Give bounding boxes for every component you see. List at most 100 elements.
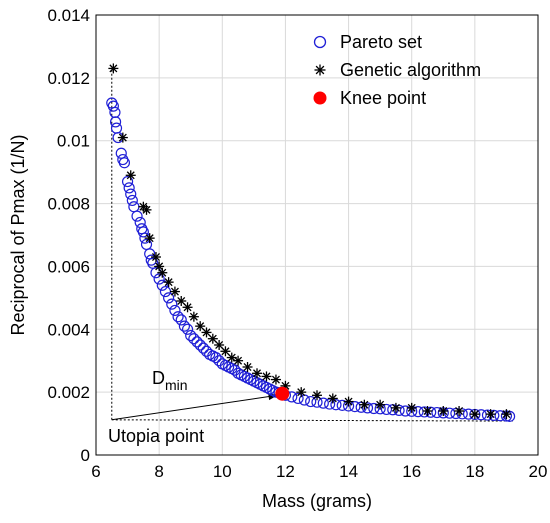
pareto-point: [305, 395, 317, 408]
legend-marker-pareto: [313, 35, 327, 49]
genetic-point: [125, 170, 136, 181]
pareto-point: [399, 405, 411, 417]
pareto-point: [137, 226, 149, 238]
asterisk-stroke: [470, 410, 479, 419]
asterisk-stroke: [407, 403, 416, 412]
utopia-horizontal-line: [111, 419, 513, 422]
pareto-point: [107, 100, 119, 112]
asterisk-stroke: [391, 403, 400, 412]
x-tick-label: 6: [91, 462, 100, 481]
asterisk-stroke: [202, 328, 211, 337]
asterisk-stroke: [486, 410, 495, 419]
pareto-point: [336, 399, 348, 411]
y-tick-label: 0.002: [47, 383, 90, 402]
legend-label-knee: Knee point: [340, 88, 426, 108]
genetic-point: [327, 393, 338, 404]
y-tick-labels: 0 0.002 0.004 0.006 0.008 0.01 0.012 0.014: [47, 6, 90, 465]
pareto-point: [156, 279, 168, 291]
legend-marker-knee: [313, 91, 327, 105]
genetic-point: [182, 302, 193, 313]
x-tick-label: 20: [529, 462, 548, 481]
genetic-point: [176, 296, 187, 306]
legend-label-genetic: Genetic algorithm: [340, 60, 481, 80]
pareto-point: [185, 329, 197, 342]
genetic-point: [150, 252, 161, 262]
pareto-point: [153, 273, 165, 285]
genetic-point: [375, 399, 386, 410]
pareto-point: [175, 314, 187, 326]
plot-background: [96, 15, 538, 455]
legend-label-pareto: Pareto set: [340, 32, 422, 52]
pareto-point: [191, 336, 203, 348]
asterisk-stroke: [145, 234, 154, 243]
dmin-arrow-line: [111, 394, 278, 421]
asterisk-stroke: [439, 407, 448, 415]
knee-point: [275, 386, 290, 401]
pareto-point: [324, 398, 336, 410]
asterisk-stroke: [155, 262, 164, 271]
asterisk-stroke: [118, 133, 127, 142]
x-tick-label: 18: [465, 462, 484, 481]
pareto-point: [109, 116, 122, 128]
genetic-point: [485, 409, 496, 420]
pareto-point: [169, 304, 181, 317]
asterisk-stroke: [271, 375, 280, 384]
asterisk-stroke: [313, 391, 321, 400]
x-tick-label: 10: [213, 462, 232, 481]
genetic-point: [233, 355, 244, 366]
pareto-point: [131, 210, 143, 222]
genetic-point: [422, 406, 433, 416]
genetic-point: [207, 333, 218, 344]
asterisk-stroke: [151, 253, 160, 261]
pareto-point: [181, 323, 194, 335]
asterisk-stroke: [126, 171, 135, 180]
genetic-point: [220, 346, 231, 357]
pareto-point: [188, 333, 200, 345]
pareto-point: [361, 402, 374, 414]
pareto-point: [178, 320, 190, 332]
asterisk-stroke: [208, 334, 217, 343]
genetic-point: [214, 340, 225, 350]
genetic-point: [108, 63, 119, 74]
asterisk-stroke: [234, 356, 243, 365]
asterisk-stroke: [221, 347, 230, 356]
genetic-point: [188, 311, 199, 322]
dmin-main: D: [152, 368, 165, 388]
asterisk-stroke: [196, 322, 205, 331]
genetic-point: [163, 277, 174, 288]
y-tick-label: 0.006: [47, 257, 90, 276]
pareto-point: [163, 292, 175, 304]
genetic-point: [501, 409, 512, 420]
y-axis-label: Reciprocal of Pmax (1/N): [8, 134, 28, 335]
pareto-point: [330, 399, 342, 411]
genetic-point: [169, 286, 180, 297]
grid-lines: [96, 15, 538, 455]
x-tick-label: 8: [154, 462, 163, 481]
genetic-point: [469, 409, 480, 420]
pareto-point: [118, 157, 131, 169]
asterisk-stroke: [253, 369, 262, 378]
x-tick-label: 14: [339, 462, 358, 481]
asterisk-stroke: [189, 312, 198, 321]
y-tick-label: 0.008: [47, 195, 90, 214]
asterisk-stroke: [360, 400, 369, 409]
asterisk-stroke: [215, 341, 224, 349]
plot-frame: [95, 14, 539, 456]
asterisk-stroke: [142, 205, 151, 214]
asterisk-stroke: [227, 353, 236, 362]
genetic-point: [296, 387, 307, 398]
genetic-point: [359, 399, 370, 410]
genetic-point: [154, 261, 165, 272]
genetic-point: [201, 327, 212, 338]
genetic-point: [390, 402, 401, 413]
asterisk-stroke: [328, 394, 337, 403]
legend-markers: [313, 35, 327, 105]
genetic-point: [141, 204, 152, 215]
asterisk-stroke: [170, 287, 179, 296]
genetic-point: [454, 406, 465, 416]
pareto-point: [292, 392, 304, 405]
asterisk-stroke: [177, 297, 186, 305]
pareto-point: [368, 402, 380, 415]
genetic-point: [117, 132, 128, 143]
